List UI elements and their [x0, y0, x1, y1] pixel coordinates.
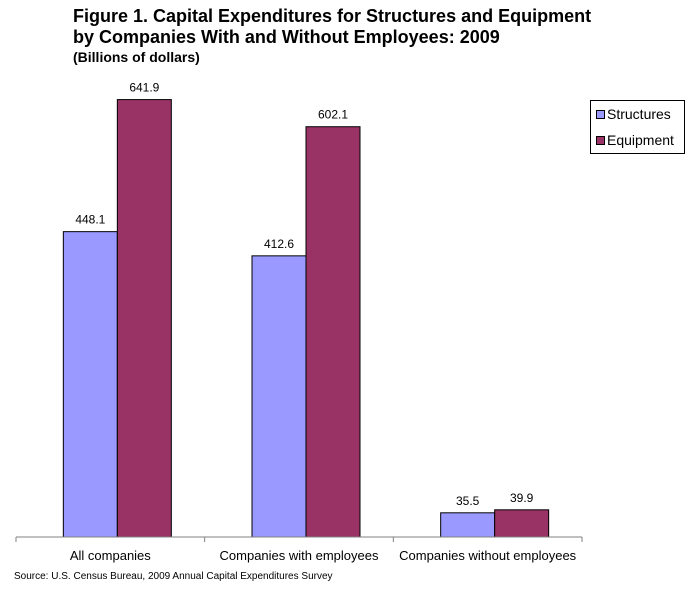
bar-structures-all-companies	[62, 231, 118, 538]
legend-label-structures: Structures	[607, 106, 671, 122]
legend-item-structures: Structures	[596, 106, 671, 122]
bar-equipment-companies-without-employees	[494, 509, 550, 538]
data-label-structures-all-companies: 448.1	[75, 213, 105, 227]
chart-title-block: Figure 1. Capital Expenditures for Struc…	[73, 6, 591, 66]
bar-structures-companies-with-employees	[251, 255, 307, 538]
legend-item-equipment: Equipment	[596, 132, 674, 148]
bar-structures-companies-without-employees	[440, 512, 496, 538]
bar-equipment-companies-with-employees	[305, 126, 361, 538]
bars-group	[62, 99, 550, 538]
legend-swatch-structures	[596, 109, 605, 119]
x-axis-labels: All companies Companies with employees Com…	[70, 548, 577, 563]
data-label-structures-companies-with-employees: 412.6	[264, 237, 294, 251]
bar-equipment-all-companies	[116, 99, 172, 538]
source-note: Source: U.S. Census Bureau, 2009 Annual …	[14, 571, 333, 582]
data-label-equipment-all-companies: 641.9	[129, 81, 159, 95]
chart-subtitle: (Billions of dollars)	[73, 49, 200, 65]
x-tick-label-companies-with-employees: Companies with employees	[220, 548, 379, 563]
data-label-equipment-companies-without-employees: 39.9	[510, 491, 534, 505]
legend-swatch-equipment	[596, 135, 605, 145]
chart-title-line-2: by Companies With and Without Employees:…	[73, 27, 500, 47]
data-label-equipment-companies-with-employees: 602.1	[318, 108, 348, 122]
legend-label-equipment: Equipment	[607, 132, 674, 148]
x-tick-label-companies-without-employees: Companies without employees	[399, 548, 577, 563]
bar-labels-group: 448.1 641.9 412.6 602.1 35.5 39.9	[75, 81, 533, 508]
legend: Structures Equipment	[590, 100, 685, 154]
data-label-structures-companies-without-employees: 35.5	[456, 494, 480, 508]
x-tick-label-all-companies: All companies	[70, 548, 151, 563]
chart-title-line-1: Figure 1. Capital Expenditures for Struc…	[73, 6, 592, 26]
x-axis-ticks	[15, 537, 583, 542]
